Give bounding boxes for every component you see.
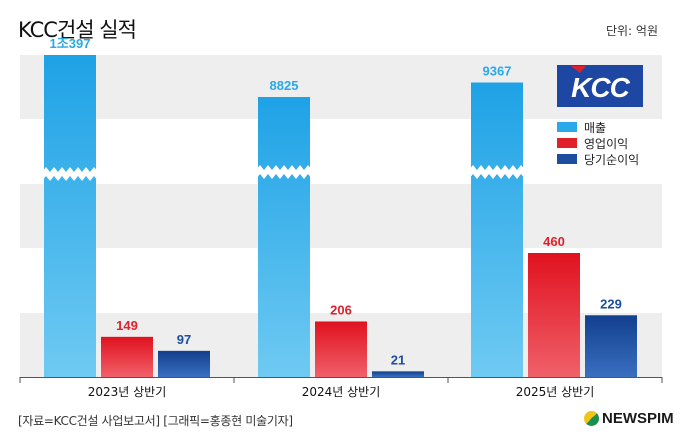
data-label: 9367	[483, 64, 512, 79]
grid-band	[20, 55, 662, 119]
bar-영업이익-1	[315, 321, 367, 377]
bar-당기순이익-2	[585, 315, 637, 377]
svg-text:KCC: KCC	[571, 72, 630, 103]
axis-break-mark	[42, 167, 98, 181]
bar-영업이익-0	[101, 336, 153, 377]
axis-break-mark	[469, 165, 525, 179]
bar-매출-0	[44, 55, 96, 377]
bar-당기순이익-0	[158, 350, 210, 377]
data-label: 21	[391, 352, 405, 367]
x-tick-label: 2024년 상반기	[302, 385, 381, 399]
x-tick-label: 2023년 상반기	[88, 385, 167, 399]
data-label: 1조397	[50, 36, 91, 51]
data-label: 229	[600, 296, 622, 311]
data-label: 460	[543, 234, 565, 249]
kcc-logo: KCC	[557, 65, 643, 107]
unit-label: 단위: 억원	[605, 24, 658, 38]
legend-swatch	[557, 122, 577, 132]
grid-band	[20, 184, 662, 248]
legend-label: 매출	[584, 121, 606, 135]
data-label: 149	[116, 318, 138, 333]
newspim-logo-icon	[584, 411, 599, 426]
data-label: 206	[330, 302, 352, 317]
bar-영업이익-2	[528, 253, 580, 377]
data-label: 8825	[270, 78, 299, 93]
bar-매출-2	[471, 82, 523, 378]
newspim-logo-text: NEWSPIM	[602, 410, 674, 427]
source-credit: [자료=KCC건설 사업보고서] [그래픽=홍종현 미술기자]	[18, 414, 293, 428]
legend-swatch	[557, 138, 577, 148]
newspim-logo: NEWSPIM	[584, 410, 674, 427]
legend-label: 당기순이익	[584, 153, 639, 167]
bar-매출-1	[258, 97, 310, 377]
axis-break-mark	[256, 165, 312, 179]
data-label: 97	[177, 332, 191, 347]
chart-title: KCC건설 실적	[18, 18, 137, 42]
legend-swatch	[557, 154, 577, 164]
legend-label: 영업이익	[584, 137, 628, 151]
bar-당기순이익-1	[372, 371, 424, 377]
x-tick-label: 2025년 상반기	[516, 385, 595, 399]
